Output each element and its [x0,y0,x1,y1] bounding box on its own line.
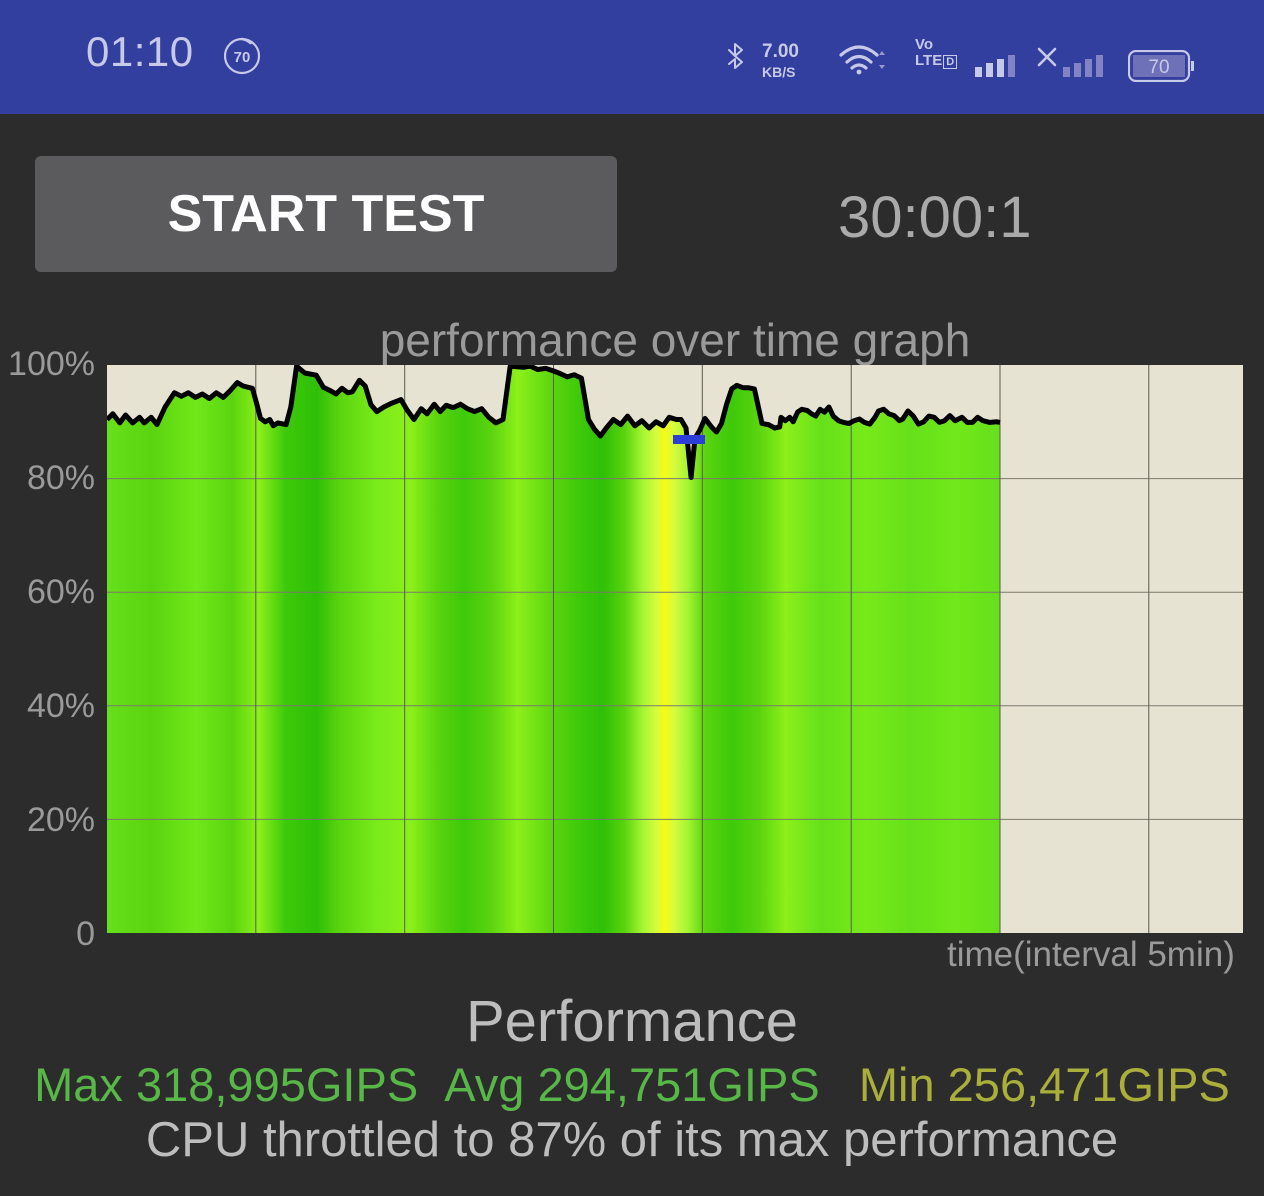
svg-text:70: 70 [234,49,251,66]
svg-text:70: 70 [1148,57,1169,78]
